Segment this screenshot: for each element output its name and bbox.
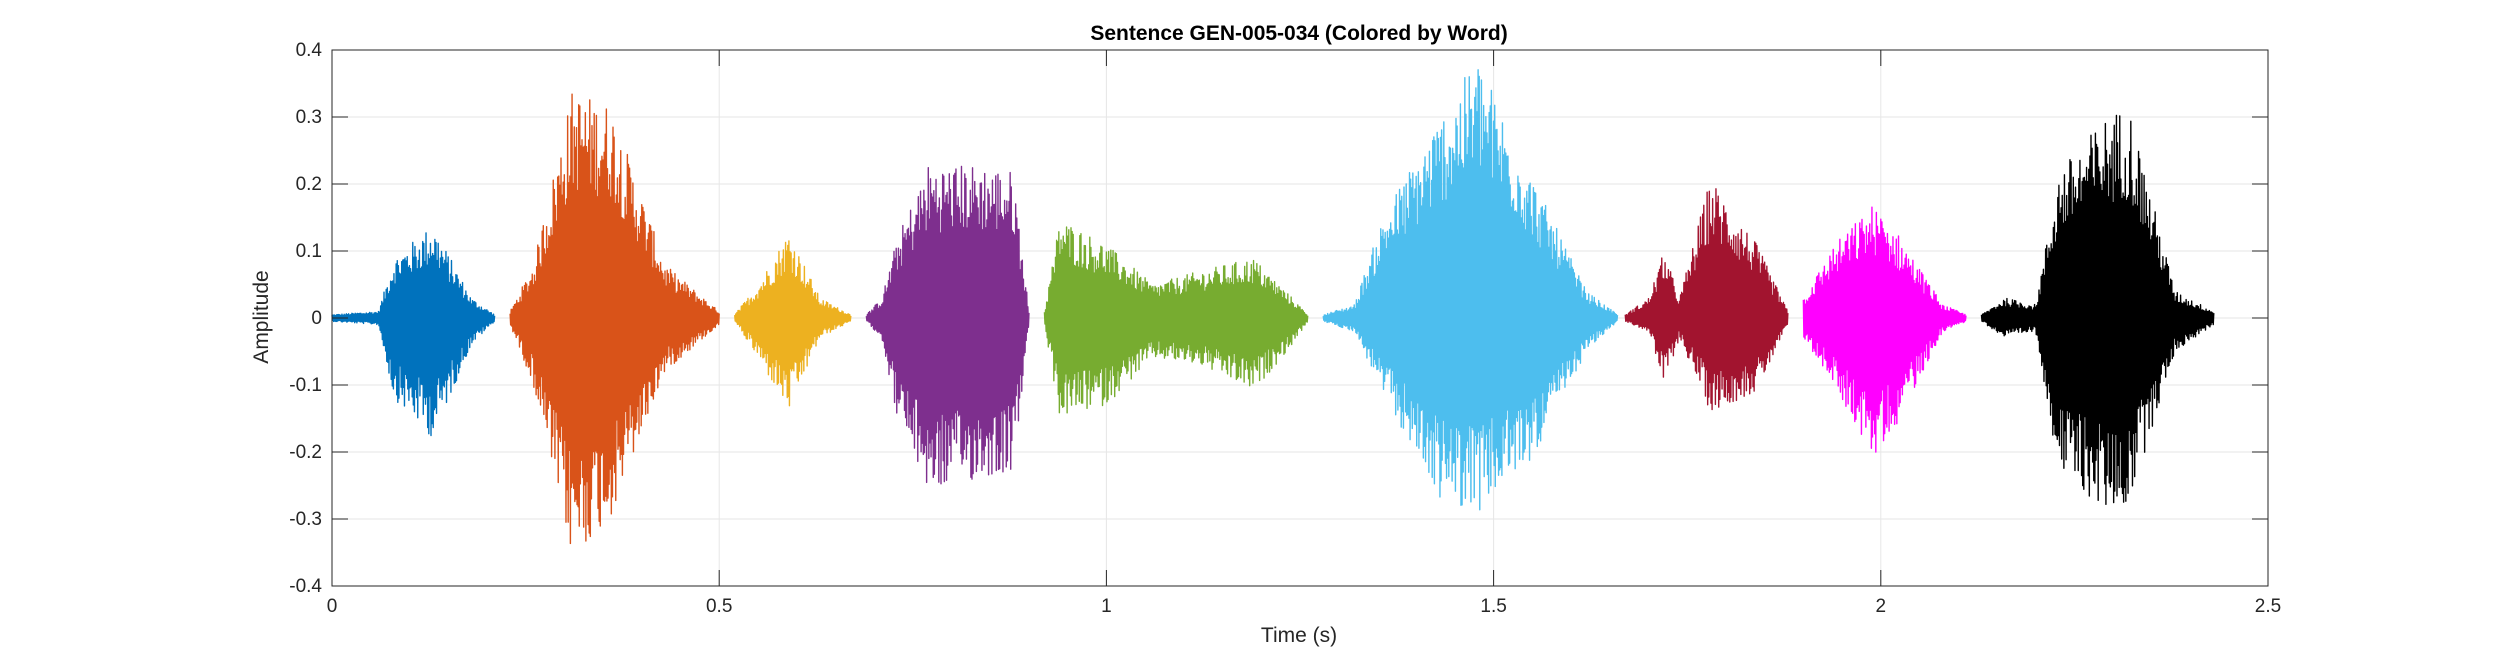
y-tick-label: 0.3 bbox=[296, 107, 322, 128]
y-tick-label: -0.3 bbox=[289, 509, 322, 530]
y-tick-label: 0.4 bbox=[296, 40, 323, 61]
y-tick-label: 0 bbox=[311, 308, 322, 329]
word-waveform-7 bbox=[1624, 188, 1789, 411]
y-tick-label: -0.2 bbox=[289, 442, 322, 463]
word-waveform-4 bbox=[865, 165, 1030, 485]
x-tick-label: 0.5 bbox=[706, 596, 732, 617]
x-tick-label: 0 bbox=[327, 596, 338, 617]
word-waveform-8 bbox=[1802, 206, 1967, 453]
series-group bbox=[331, 69, 2215, 545]
y-axis-label: Amplitude bbox=[250, 270, 273, 363]
word-waveform-5 bbox=[1043, 226, 1309, 414]
word-waveform-3 bbox=[733, 240, 852, 407]
y-tick-label: -0.1 bbox=[289, 375, 322, 396]
y-tick-label: -0.4 bbox=[289, 576, 322, 597]
x-tick-label: 1.5 bbox=[1480, 596, 1506, 617]
x-tick-label: 2 bbox=[1876, 596, 1887, 617]
x-tick-label: 2.5 bbox=[2255, 596, 2281, 617]
word-waveform-2 bbox=[509, 93, 720, 545]
ticks: 0 0.5 1 1.5 2 2.5 0.4 0.3 0.2 0.1 0 -0.1 -0.2 -0.3 -0.… bbox=[289, 40, 2281, 617]
x-tick-label: 1 bbox=[1101, 596, 1112, 617]
chart-title: Sentence GEN-005-034 (Colored by Word) bbox=[1090, 22, 1507, 45]
x-axis-label: Time (s) bbox=[1261, 624, 1337, 647]
word-waveform-6 bbox=[1322, 69, 1619, 511]
y-tick-label: 0.1 bbox=[296, 241, 322, 262]
word-waveform-1 bbox=[331, 232, 496, 437]
word-waveform-9 bbox=[1980, 114, 2215, 506]
y-tick-label: 0.2 bbox=[296, 174, 322, 195]
